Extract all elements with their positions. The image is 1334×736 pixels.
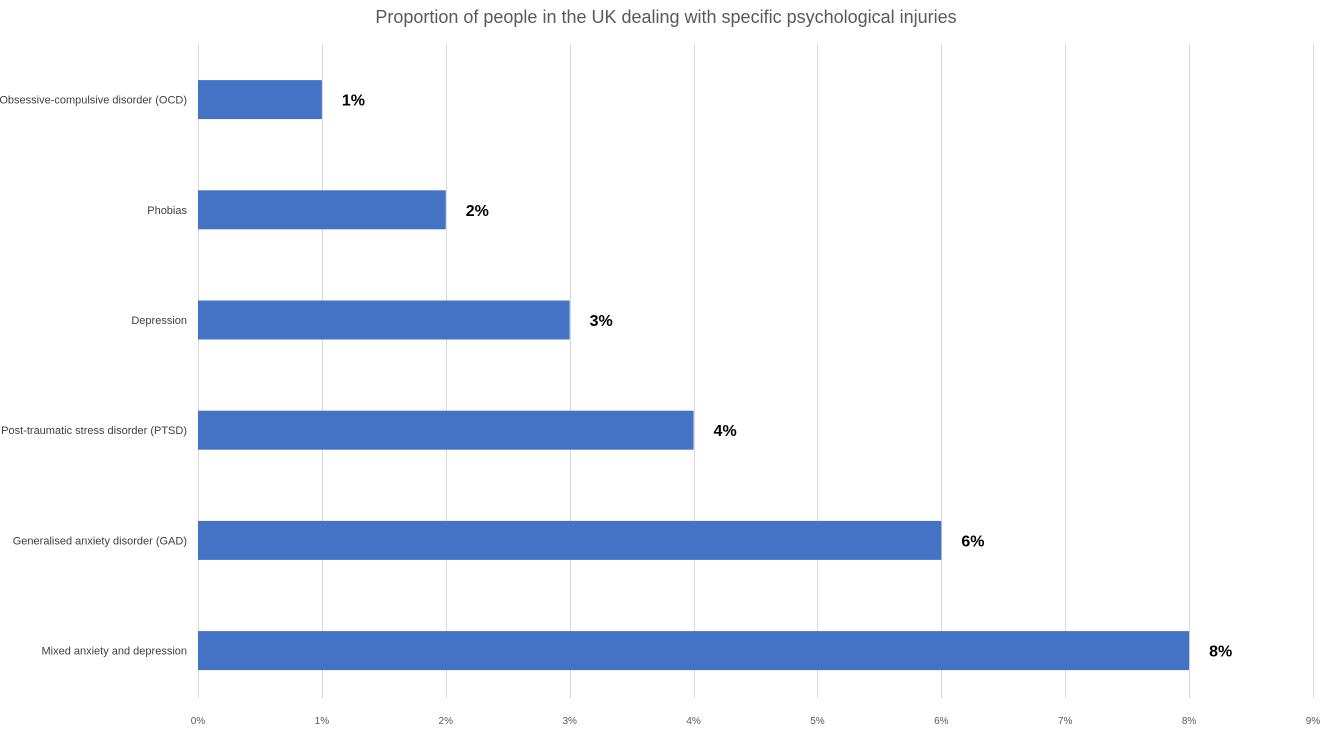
data-label: 8% [1209, 644, 1232, 661]
gridlines [198, 44, 1314, 698]
category-label: Mixed anxiety and depression [41, 646, 187, 658]
bar [198, 520, 942, 560]
bar [198, 300, 570, 340]
chart-title: Proportion of people in the UK dealing w… [375, 7, 956, 27]
x-tick-label: 1% [315, 716, 330, 727]
category-label: Generalised anxiety disorder (GAD) [13, 535, 187, 547]
category-label: Depression [131, 315, 187, 327]
bar [198, 410, 694, 450]
category-label: Obsessive-compulsive disorder (OCD) [0, 95, 187, 107]
data-labels: 1% 2% 3% 4% 6% 8% [342, 93, 1232, 661]
data-label: 3% [590, 313, 613, 330]
x-tick-label: 5% [810, 716, 825, 727]
bars [198, 80, 1190, 671]
x-tick-label: 7% [1058, 716, 1073, 727]
category-label: Post-traumatic stress disorder (PTSD) [1, 425, 187, 437]
data-label: 2% [466, 203, 489, 220]
data-label: 6% [961, 533, 984, 550]
x-tick-label: 8% [1182, 716, 1197, 727]
bar [198, 80, 322, 120]
data-label: 4% [714, 423, 737, 440]
x-tick-label: 9% [1306, 716, 1321, 727]
category-label: Phobias [147, 205, 187, 217]
x-tick-labels: 0% 1% 2% 3% 4% 5% 6% 7% 8% 9% [191, 716, 1321, 727]
x-tick-label: 4% [686, 716, 701, 727]
category-labels: Obsessive-compulsive disorder (OCD) Phobi… [0, 95, 187, 658]
x-tick-label: 0% [191, 716, 206, 727]
x-tick-label: 2% [439, 716, 454, 727]
bar [198, 190, 446, 230]
x-tick-label: 3% [562, 716, 577, 727]
x-tick-label: 6% [934, 716, 949, 727]
data-label: 1% [342, 93, 365, 110]
bar [198, 631, 1190, 671]
